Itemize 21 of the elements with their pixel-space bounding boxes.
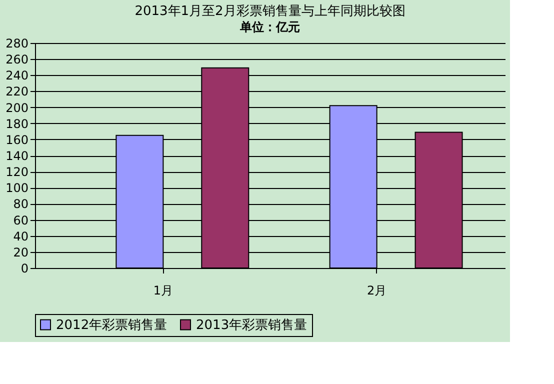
y-tick-label: 180 bbox=[6, 116, 28, 131]
text: 单位：亿元 bbox=[239, 20, 300, 34]
y-tick-label: 20 bbox=[13, 245, 28, 260]
x-tick-label: 1月 bbox=[153, 284, 173, 298]
legend-label: 2012年彩票销售量 bbox=[56, 318, 168, 333]
x-tick-label: 2月 bbox=[367, 284, 387, 298]
y-tick-label: 140 bbox=[6, 149, 28, 163]
y-tick-label: 100 bbox=[6, 181, 28, 196]
y-tick-label: 40 bbox=[13, 229, 28, 244]
legend-label: 2013年彩票销售量 bbox=[196, 318, 308, 333]
y-tick-label: 240 bbox=[6, 68, 28, 83]
y-tick-label: 160 bbox=[6, 132, 28, 147]
chart-title: 2013年1月至2月彩票销售量与上年同期比较图 bbox=[134, 4, 406, 19]
y-tick-label: 200 bbox=[6, 100, 28, 115]
y-tick-label: 260 bbox=[6, 52, 28, 67]
y-tick-label: 120 bbox=[6, 165, 28, 180]
y-tick-label: 60 bbox=[13, 213, 28, 228]
y-tick-label: 0 bbox=[20, 262, 28, 276]
y-tick-label: 80 bbox=[13, 197, 28, 212]
y-tick-label: 280 bbox=[6, 36, 28, 50]
y-tick-label: 220 bbox=[6, 84, 28, 99]
